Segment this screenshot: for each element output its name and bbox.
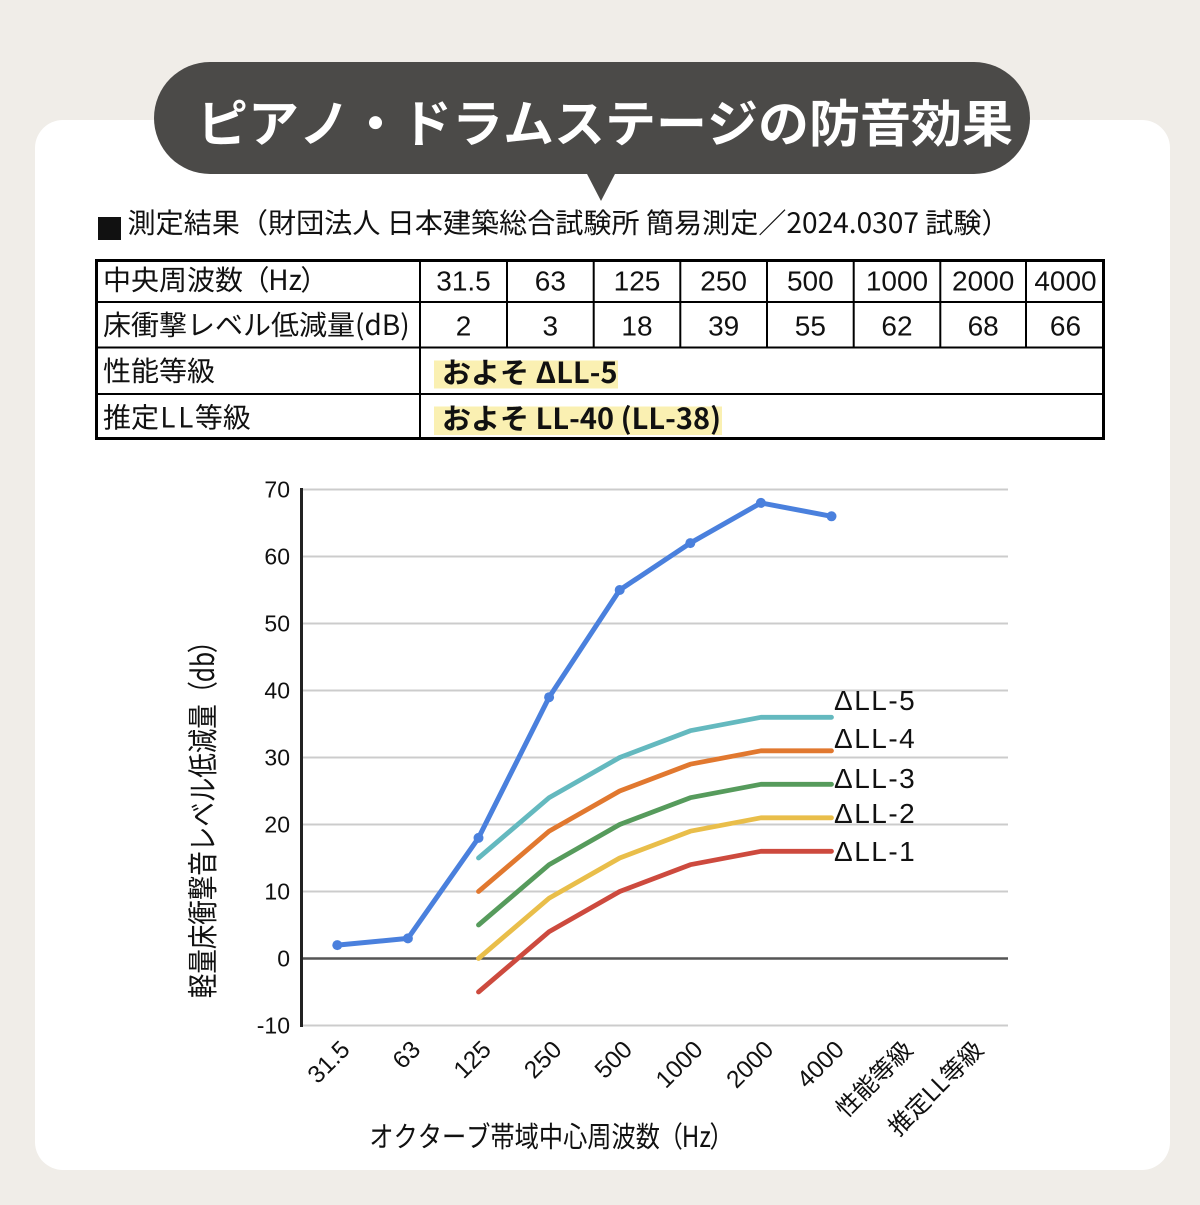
- svg-text:2: 2: [456, 311, 472, 342]
- svg-text:66: 66: [1050, 311, 1081, 342]
- svg-text:20: 20: [264, 812, 290, 838]
- svg-text:68: 68: [968, 311, 999, 342]
- svg-text:4000: 4000: [1034, 266, 1096, 297]
- svg-text:10: 10: [264, 879, 290, 905]
- svg-text:ΔLL-1: ΔLL-1: [834, 836, 916, 867]
- svg-text:3: 3: [543, 311, 559, 342]
- svg-text:62: 62: [881, 311, 912, 342]
- svg-text:39: 39: [708, 311, 739, 342]
- svg-text:250: 250: [700, 266, 747, 297]
- svg-text:1000: 1000: [866, 266, 928, 297]
- svg-text:70: 70: [264, 477, 290, 503]
- svg-text:40: 40: [264, 678, 290, 704]
- svg-text:2000: 2000: [952, 266, 1014, 297]
- svg-text:31.5: 31.5: [436, 266, 491, 297]
- svg-text:50: 50: [264, 611, 290, 637]
- svg-text:55: 55: [795, 311, 826, 342]
- svg-text:500: 500: [787, 266, 834, 297]
- svg-text:-10: -10: [257, 1013, 290, 1039]
- svg-text:60: 60: [264, 544, 290, 570]
- svg-text:ΔLL-5: ΔLL-5: [834, 685, 916, 716]
- svg-text:30: 30: [264, 745, 290, 771]
- svg-text:18: 18: [621, 311, 652, 342]
- svg-text:125: 125: [614, 266, 661, 297]
- svg-text:63: 63: [535, 266, 566, 297]
- svg-text:ΔLL-4: ΔLL-4: [834, 723, 916, 754]
- svg-text:ΔLL-3: ΔLL-3: [834, 763, 916, 794]
- svg-text:ΔLL-2: ΔLL-2: [834, 798, 916, 829]
- svg-text:0: 0: [277, 946, 290, 972]
